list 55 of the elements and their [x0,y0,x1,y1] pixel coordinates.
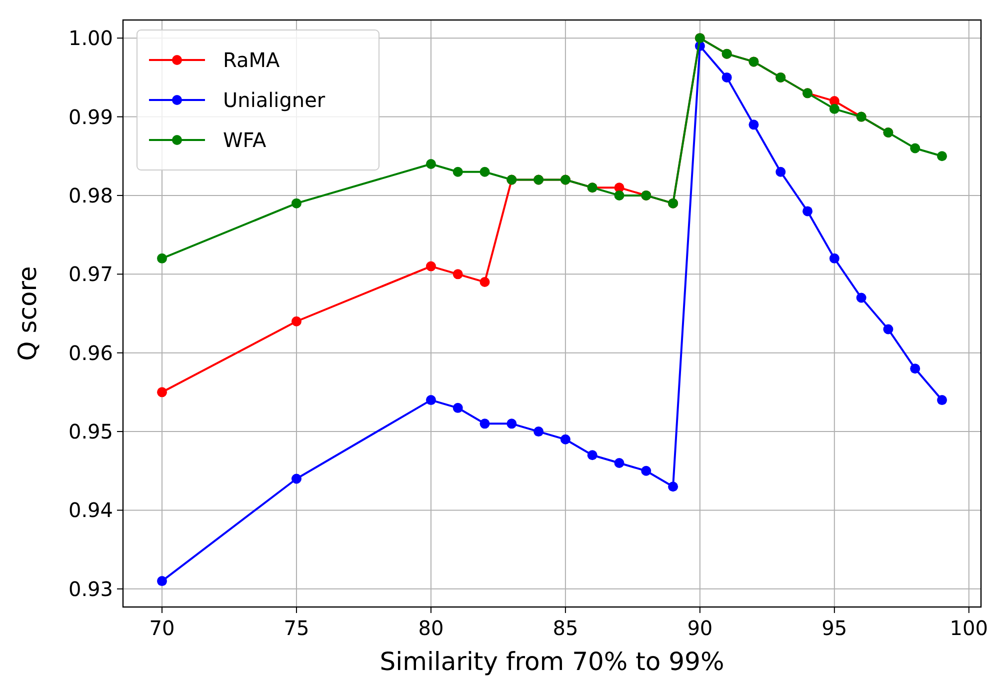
y-tick-label: 0.97 [68,262,113,286]
point [480,418,490,429]
point [614,190,624,200]
point [856,292,866,303]
y-tick-label: 0.95 [68,420,113,444]
point [480,166,490,177]
y-tick-label: 0.94 [68,498,113,522]
y-tick-label: 0.93 [68,576,113,601]
point [452,166,463,177]
y-tick-label: 0.98 [68,183,113,208]
x-tick-label: 70 [149,616,175,640]
point [452,402,463,413]
x-tick-label: 80 [418,616,444,640]
point [426,261,436,272]
x-tick-label: 85 [552,616,578,640]
x-axis-title: Similarity from 70% to 99% [380,647,724,676]
y-tick-label: 0.99 [68,104,113,129]
x-tick-label: 75 [284,616,310,640]
point [641,466,652,476]
point [668,482,678,492]
x-tick-label: 95 [822,616,848,640]
point [157,387,167,398]
legend-label: Unialigner [223,88,326,112]
point [910,364,920,374]
point [776,166,786,177]
point [829,104,840,114]
point [426,395,436,406]
point [291,474,302,484]
point [452,269,463,280]
point [748,120,759,130]
point [722,72,732,82]
point [937,395,947,406]
point [480,277,490,288]
y-axis-title: Q score [13,266,42,361]
point [157,253,167,264]
point [829,253,840,264]
point [534,426,544,437]
legend-label: RaMA [223,48,280,72]
point [291,198,302,208]
point [506,418,517,429]
point [883,324,894,334]
point [560,434,570,444]
point [157,576,167,586]
point [426,158,436,169]
y-tick-label: 1.00 [68,26,113,50]
point [937,151,947,162]
point [587,450,598,460]
point [291,316,302,326]
point [614,458,624,468]
x-tick-label: 90 [687,616,713,640]
y-tick-label: 0.96 [68,340,113,365]
x-tick-label: 100 [950,616,988,640]
point [802,206,813,216]
point [910,143,920,154]
legend-label: WFA [223,128,266,152]
